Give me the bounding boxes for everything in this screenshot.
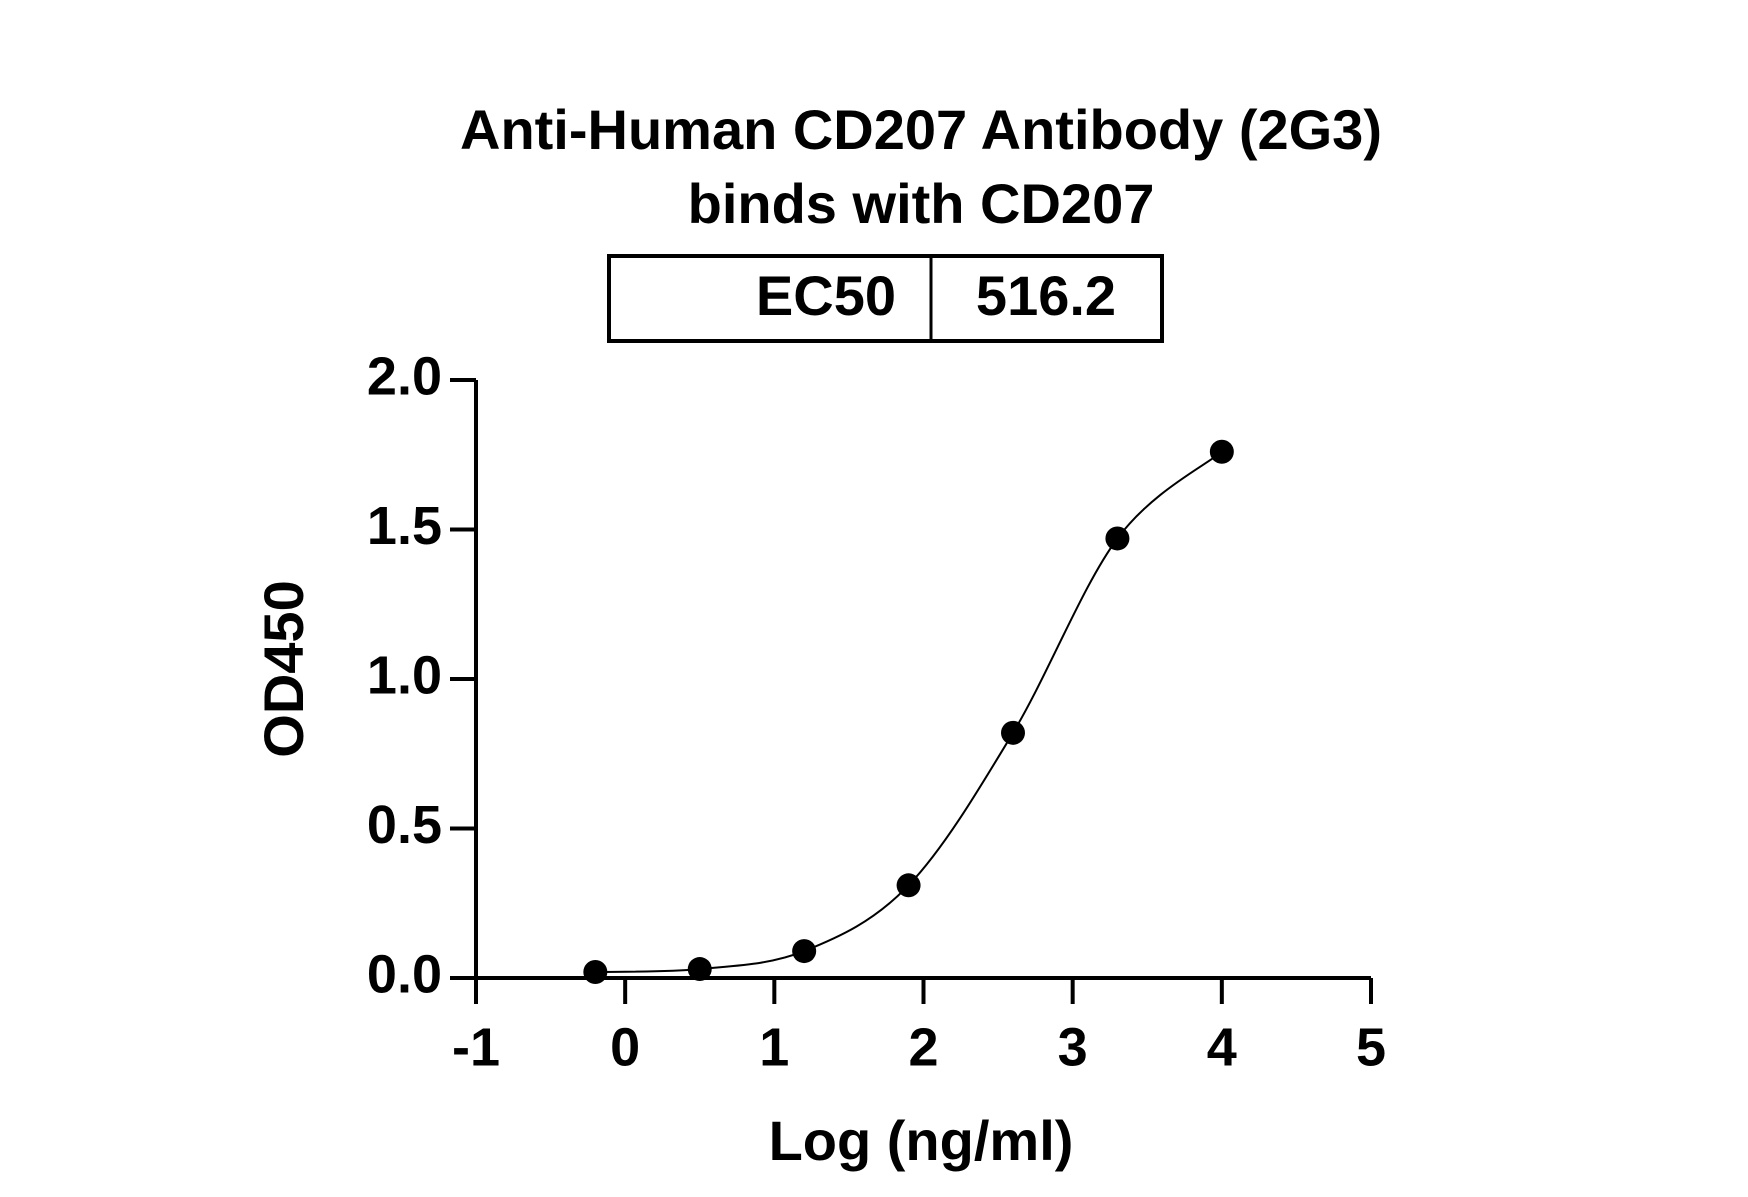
ec50-table xyxy=(607,254,1164,343)
x-tick-label: 2 xyxy=(908,1017,938,1077)
x-tick-label: 4 xyxy=(1207,1017,1237,1077)
table-value: 516.2 xyxy=(976,264,1116,327)
x-tick-label: 1 xyxy=(759,1017,789,1077)
x-tick-label: 0 xyxy=(610,1017,640,1077)
data-point xyxy=(583,960,608,985)
data-point xyxy=(1105,526,1130,551)
x-tick-label: 3 xyxy=(1058,1017,1088,1077)
y-tick-label: 0.5 xyxy=(367,795,442,855)
x-tick-label: -1 xyxy=(452,1017,500,1077)
data-point xyxy=(792,939,817,964)
y-tick-label: 1.5 xyxy=(367,496,442,556)
x-tick-label: 5 xyxy=(1356,1017,1386,1077)
chart-title: Anti-Human CD207 Antibody (2G3) xyxy=(460,98,1382,161)
y-axis-label: OD450 xyxy=(252,580,315,757)
y-tick-label: 0.0 xyxy=(367,944,442,1004)
data-point xyxy=(687,957,712,982)
y-tick-label: 2.0 xyxy=(367,346,442,406)
data-point xyxy=(1001,720,1025,745)
data-point xyxy=(1209,439,1234,464)
chart-title: binds with CD207 xyxy=(688,172,1155,235)
data-point xyxy=(896,873,921,898)
x-axis-label: Log (ng/ml) xyxy=(769,1109,1074,1172)
y-tick-label: 1.0 xyxy=(367,645,442,705)
table-label: EC50 xyxy=(756,264,896,327)
